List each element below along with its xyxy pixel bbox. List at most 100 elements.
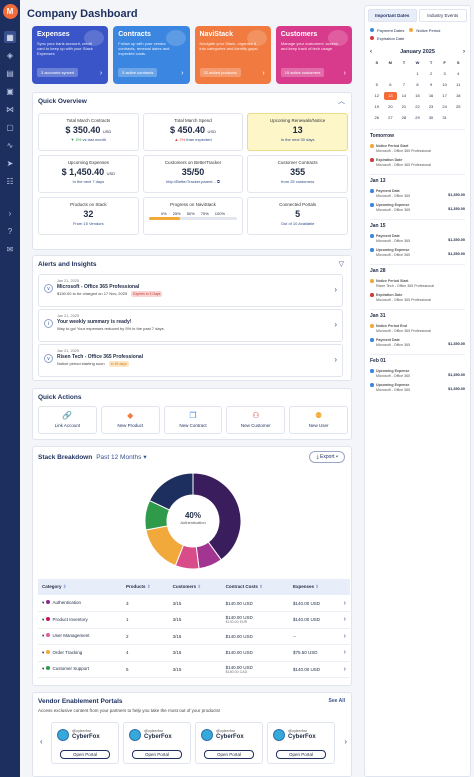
event-item[interactable]: Upcoming Expense Microsoft - Office 365 $1… — [370, 368, 465, 378]
help-icon[interactable]: ? — [7, 226, 13, 236]
mail-icon[interactable]: ✉ — [6, 244, 14, 254]
grid-icon[interactable]: ▤ — [6, 68, 14, 78]
chevron-down-icon[interactable]: ▾ — [42, 633, 46, 639]
calendar-day[interactable]: 1 — [416, 71, 419, 76]
event-item[interactable]: Expiration Date Microsoft - Office 365 Pr… — [370, 292, 465, 302]
event-item[interactable]: Expiration Date Microsoft - Office 365 Pr… — [370, 157, 465, 167]
promo-card-contracts[interactable]: Contracts Follow up with your vendor con… — [113, 26, 190, 84]
event-item[interactable]: Notice Period End Microsoft - Office 365 … — [370, 323, 465, 333]
quick-action-new-product[interactable]: ◆ New Product — [100, 406, 160, 434]
chevron-right-icon[interactable]: › — [334, 355, 337, 364]
expand-icon[interactable]: › — [8, 208, 12, 218]
chevron-right-icon[interactable]: › — [339, 661, 350, 678]
carousel-prev-icon[interactable]: ‹ — [40, 737, 43, 746]
sort-icon[interactable]: ⇕ — [197, 584, 202, 589]
alert-item[interactable]: v Jan 21, 2025 Microsoft - Office 365 Pr… — [38, 274, 343, 307]
tab-important-dates[interactable]: Important Dates — [368, 9, 417, 22]
sort-icon[interactable]: ⇕ — [315, 584, 320, 589]
event-item[interactable]: Notice Period Start Microsoft - Office 36… — [370, 143, 465, 153]
open-portal-button[interactable]: Open Portal — [60, 750, 110, 759]
chevron-down-icon[interactable]: ▾ — [42, 666, 46, 672]
event-item[interactable]: Payment Date Microsoft - Office 365 $1,350… — [370, 188, 465, 198]
event-item[interactable]: Upcoming Expense Microsoft - Office 365 $1… — [370, 202, 465, 212]
donut-slice-other[interactable] — [148, 472, 194, 511]
stack-icon[interactable]: ◈ — [6, 50, 14, 60]
calendar-day[interactable]: 16 — [428, 93, 434, 98]
calendar-day[interactable]: 2 — [429, 71, 433, 76]
calendar-day[interactable]: 31 — [442, 115, 447, 120]
quick-action-new-user[interactable]: ⚉ New User — [289, 406, 348, 434]
calendar-day[interactable]: 28 — [401, 115, 407, 120]
calendar-day[interactable]: 8 — [416, 82, 419, 87]
chevron-down-icon[interactable]: ▾ — [42, 649, 46, 655]
table-row[interactable]: ▾ Product Inventory 1 3/15 $140.00 USD €1… — [38, 611, 350, 629]
collapse-icon[interactable]: ︿ — [338, 98, 345, 105]
quick-action-new-contract[interactable]: ❐ New Contract — [163, 406, 223, 434]
tab-industry-events[interactable]: Industry Events — [418, 9, 467, 22]
calendar-day[interactable]: 24 — [442, 104, 447, 109]
calendar-day[interactable]: 14 — [401, 93, 407, 98]
alert-item[interactable]: v Jan 21, 2025 Risen Tech - Office 365 P… — [38, 344, 343, 377]
quick-action-new-customer[interactable]: ⚇ New Customer — [226, 406, 286, 434]
carousel-next-icon[interactable]: › — [344, 737, 347, 746]
alert-item[interactable]: i Jan 21, 2025 Your weekly summary is re… — [38, 309, 343, 342]
see-all-link[interactable]: See All — [328, 698, 346, 704]
table-row[interactable]: ▾ Authentication 3 3/15 $140.00 USD $140… — [38, 595, 350, 612]
chevron-right-icon[interactable]: › — [339, 628, 350, 645]
open-portal-button[interactable]: Open Portal — [204, 750, 254, 759]
chevron-right-icon[interactable]: › — [339, 611, 350, 629]
calendar-day[interactable]: 4 — [457, 71, 460, 76]
next-month-icon[interactable]: › — [463, 49, 465, 55]
prev-month-icon[interactable]: ‹ — [370, 49, 372, 55]
chevron-down-icon[interactable]: ▾ — [143, 454, 147, 461]
table-row[interactable]: ▾ Customer Support 5 3/15 $140.00 USD $18… — [38, 661, 350, 678]
calendar-day[interactable]: 5 — [375, 82, 378, 87]
filter-icon[interactable]: ▽ — [338, 261, 344, 268]
calendar-day[interactable]: 25 — [455, 104, 461, 109]
chevron-down-icon[interactable]: ▾ — [42, 616, 46, 622]
quick-action-link-account[interactable]: 🔗 Link Account — [38, 406, 97, 434]
event-item[interactable]: Upcoming Expense Microsoft - Office 365 $1… — [370, 247, 465, 257]
calendar-day[interactable]: 27 — [388, 115, 393, 120]
table-row[interactable]: ▾ Order Tracking 4 3/15 $140.00 USD $75.… — [38, 644, 350, 662]
chart-icon[interactable]: ∿ — [6, 140, 14, 150]
chevron-right-icon[interactable]: › — [339, 595, 350, 612]
users-icon[interactable]: ☷ — [6, 176, 14, 186]
arrow-right-icon[interactable]: › — [99, 70, 103, 77]
event-item[interactable]: Upcoming Expense Microsoft - Office 365 $1… — [370, 382, 465, 392]
chevron-right-icon[interactable]: › — [334, 320, 337, 329]
box-icon[interactable]: ▢ — [6, 122, 14, 132]
copy-icon[interactable]: ⧉ — [216, 179, 220, 184]
calendar-day[interactable]: 11 — [456, 82, 461, 87]
calendar-day[interactable]: 15 — [415, 93, 420, 98]
calendar-day[interactable]: 19 — [374, 104, 379, 109]
app-logo[interactable]: M — [2, 4, 18, 19]
calendar-day[interactable]: 18 — [455, 93, 461, 98]
promo-card-customers[interactable]: Customers Manage your customers' access … — [275, 26, 352, 84]
chevron-down-icon[interactable]: ▾ — [42, 600, 46, 605]
donut-slice-authentication[interactable] — [192, 472, 242, 561]
column-header[interactable]: Products ⇕ — [122, 579, 169, 595]
event-item[interactable]: Notice Period Start Risen Tech - Office 3… — [370, 278, 465, 288]
open-portal-button[interactable]: Open Portal — [132, 750, 182, 759]
arrow-right-icon[interactable]: › — [181, 70, 184, 77]
send-icon[interactable]: ➤ — [6, 158, 14, 168]
promo-card-expenses[interactable]: Expenses Sync your bank account, credit … — [32, 26, 109, 84]
table-row[interactable]: ▾ User Management 2 3/15 $140.00 USD -- … — [38, 628, 350, 645]
calendar-day[interactable]: 29 — [415, 115, 420, 120]
calendar-day[interactable]: 12 — [374, 93, 379, 98]
event-item[interactable]: Payment Date Microsoft - Office 365 $1,350… — [370, 337, 465, 347]
column-header[interactable]: Customers ⇕ — [168, 579, 222, 595]
share-icon[interactable]: ⋈ — [6, 104, 14, 114]
calendar-day[interactable]: 26 — [374, 115, 379, 120]
sort-icon[interactable]: ⇕ — [259, 584, 263, 589]
column-header[interactable]: Contract Costs ⇕ — [221, 579, 290, 595]
arrow-right-icon[interactable]: › — [343, 70, 346, 77]
column-header[interactable]: Expenses ⇕ — [289, 579, 340, 595]
column-header[interactable]: Category ⇕ — [38, 579, 123, 595]
calendar-day[interactable]: 17 — [442, 93, 447, 98]
chevron-right-icon[interactable]: › — [339, 644, 350, 662]
open-portal-button[interactable]: Open Portal — [276, 750, 326, 759]
calendar-day[interactable]: 30 — [428, 115, 434, 120]
export-button[interactable]: ⤓ Export ▾ — [309, 451, 345, 463]
